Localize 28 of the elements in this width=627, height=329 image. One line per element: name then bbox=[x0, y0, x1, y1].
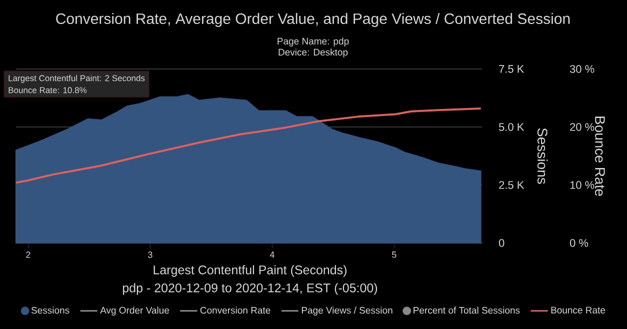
y2-axis-title: Bounce Rate bbox=[595, 116, 605, 196]
legend-label: Percent of Total Sessions bbox=[414, 306, 520, 314]
y-tick-label: 7.5 K bbox=[499, 65, 524, 73]
legend-label: Bounce Rate bbox=[551, 306, 606, 314]
y2-tick-label: 10 % bbox=[570, 181, 594, 189]
chart-title: Conversion Rate, Average Order Value, and Page Views / Converted Session bbox=[56, 13, 570, 27]
y2-tick-label: 20 % bbox=[570, 123, 594, 131]
legend-label: Sessions bbox=[31, 306, 70, 314]
x-tick-label: 5 bbox=[392, 252, 396, 258]
chart-subtitle: Page Name: pdp bbox=[278, 38, 349, 46]
x-tick-label: 2 bbox=[26, 252, 30, 258]
x-tick-label: 4 bbox=[270, 252, 274, 258]
y-tick-label: 2.5 K bbox=[499, 181, 524, 189]
line-series bbox=[15, 107, 482, 184]
y2-tick-label: 30 % bbox=[570, 65, 594, 73]
annotation: Bounce Rate: 10.8% bbox=[8, 87, 87, 94]
text: Device: Desktop bbox=[278, 48, 348, 58]
x-tick-label: 3 bbox=[148, 252, 152, 258]
y-tick-label: 0 bbox=[498, 239, 504, 247]
y2-tick-label: 0 % bbox=[570, 239, 588, 247]
legend-label: Page Views / Session bbox=[302, 306, 392, 316]
legend-label: Conversion Rate bbox=[200, 306, 270, 314]
y-axis-title: Sessions bbox=[537, 128, 548, 184]
y-tick-label: 5.0 K bbox=[498, 123, 524, 131]
x-axis-title: Largest Contentful Paint (Seconds) bbox=[154, 265, 346, 277]
text: pdp - 2020-12-09 to 2020-12-14, EST (-05:00) bbox=[122, 283, 378, 295]
legend-label: Avg Order Value bbox=[100, 306, 169, 316]
annotation: Largest Contentful Paint: 2 Seconds bbox=[8, 74, 145, 83]
